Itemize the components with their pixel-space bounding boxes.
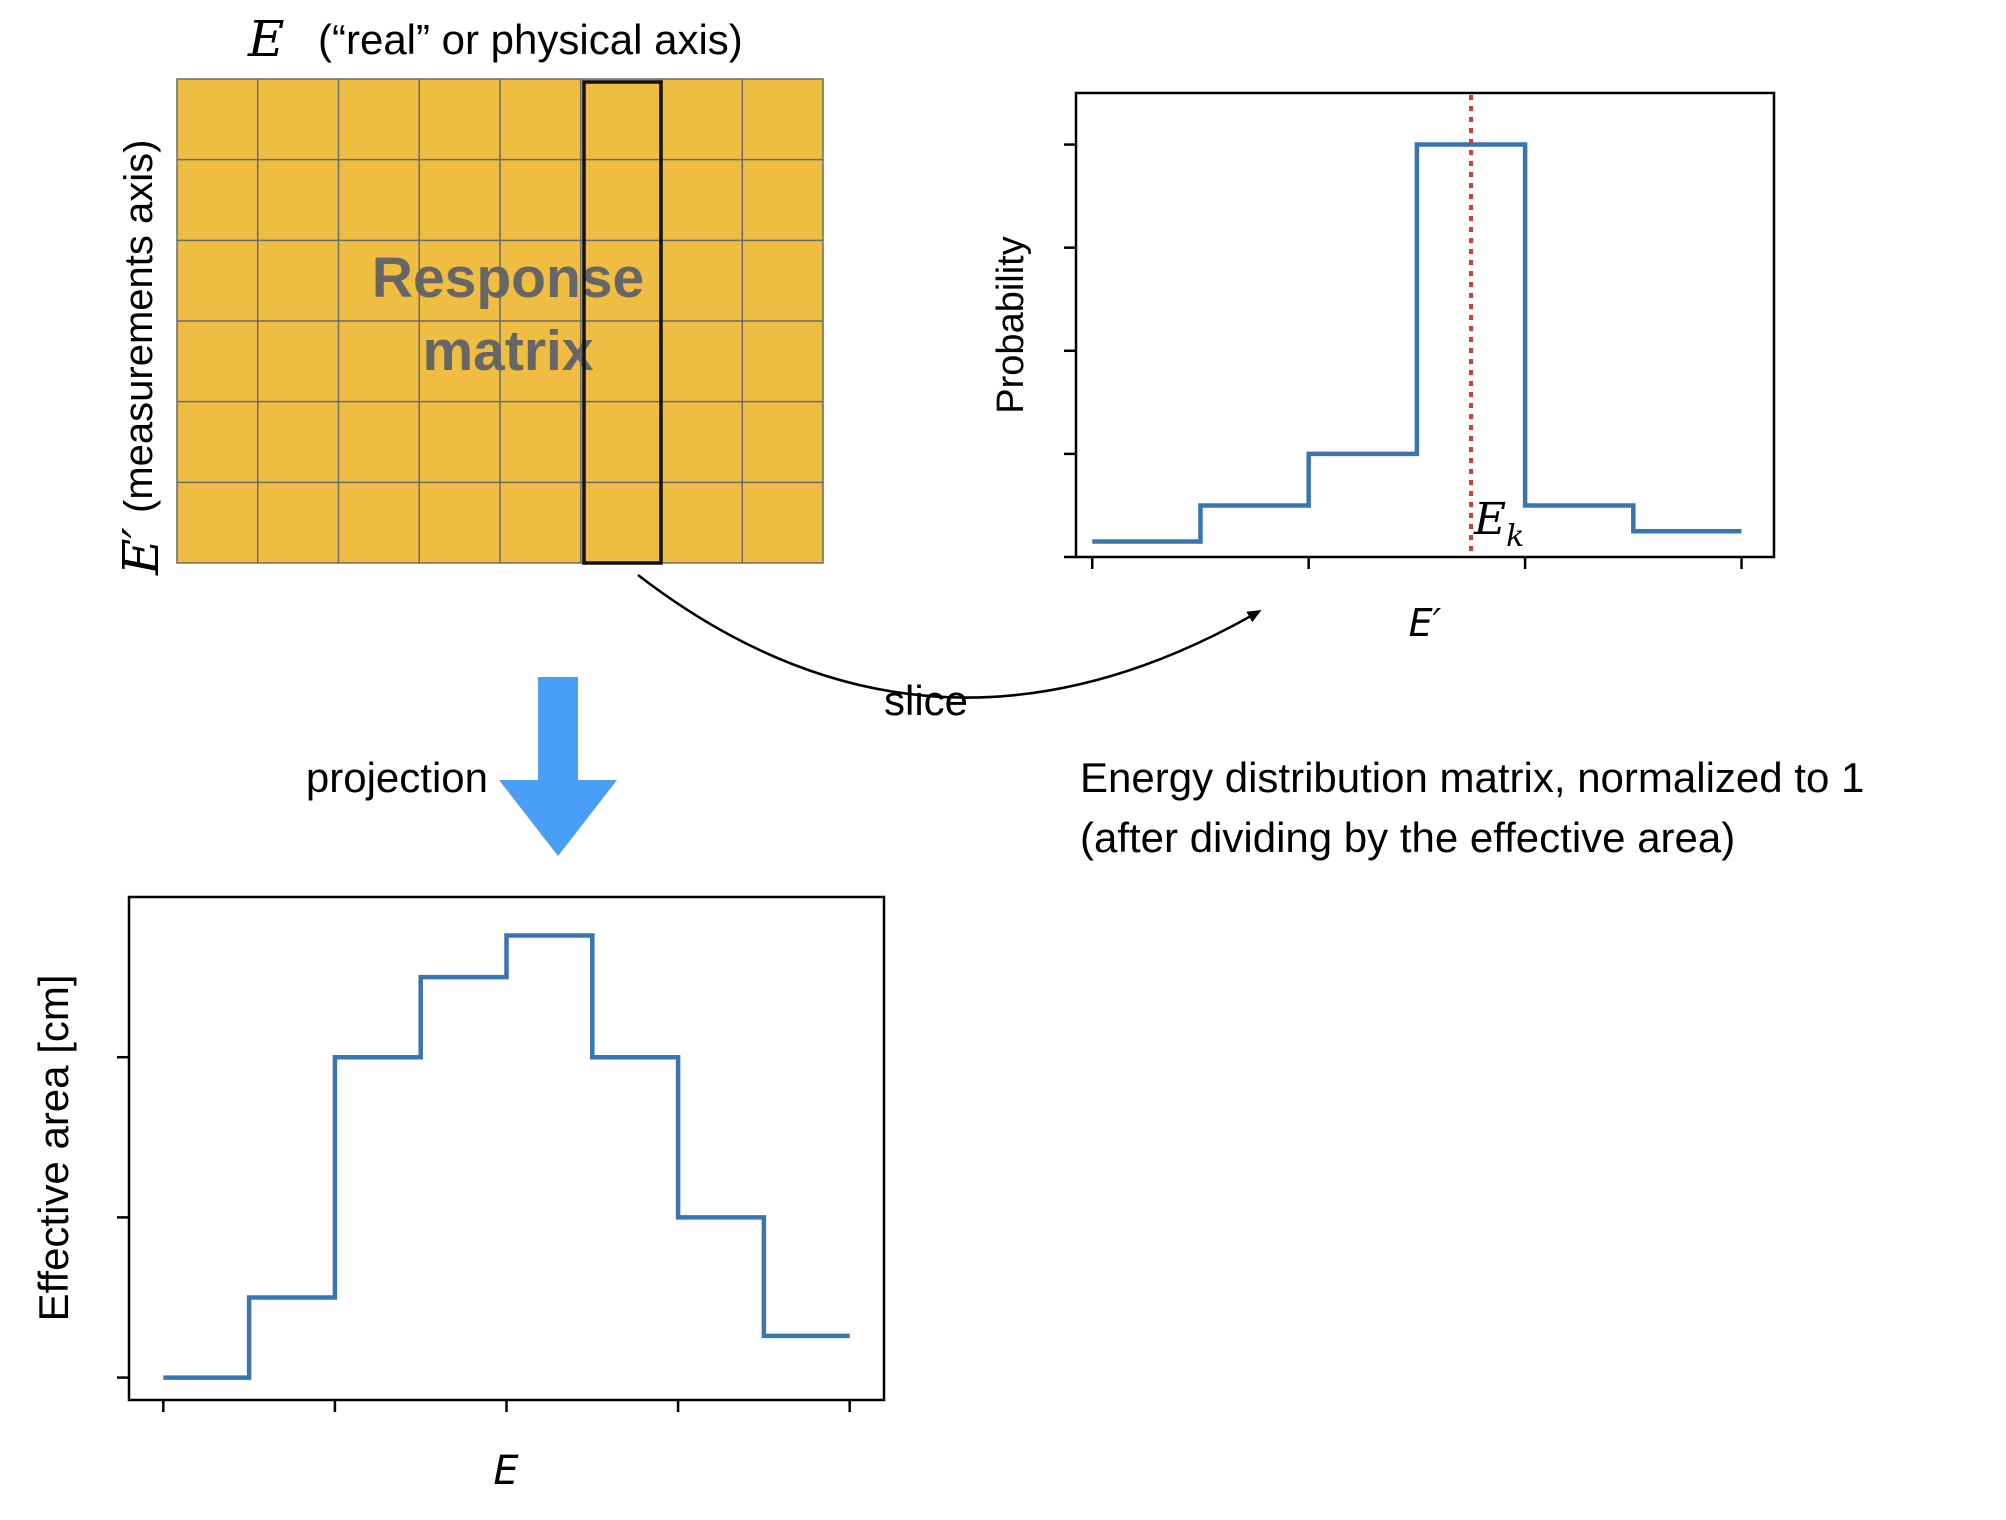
effective-area-y-axis-label: Effective area [cm]: [30, 974, 77, 1321]
effective-area-x-ticks: [162, 1400, 851, 1412]
effective-area-x-axis-label: E: [493, 1448, 519, 1494]
effective-area-step-line: [163, 933, 850, 1380]
matrix-highlighted-column: [582, 80, 663, 565]
caption: Energy distribution matrix, normalized t…: [1080, 754, 1864, 861]
matrix-top-axis-symbol: E: [247, 10, 285, 68]
slice-arrow-curve: [637, 574, 1262, 699]
probability-x-axis-label: E′: [1409, 601, 1442, 645]
probability-x-ticks: [1090, 557, 1743, 569]
matrix-axis-title-top: E (“real” or physical axis): [247, 10, 743, 68]
matrix-left-axis-note: (measurements axis): [117, 140, 161, 513]
slice-label: slice: [884, 677, 968, 724]
effective-area-y-ticks: [117, 1055, 129, 1379]
projection-label: projection: [306, 754, 488, 801]
probability-plot-frame: [1074, 91, 1776, 559]
probability-y-axis-label: Probability: [990, 236, 1032, 413]
matrix-top-axis-note: (“real” or physical axis): [318, 16, 743, 63]
response-matrix: E (“real” or physical axis) E′ (measurem…: [112, 10, 824, 576]
probability-y-ticks: [1064, 143, 1076, 559]
matrix-axis-title-left: E′ (measurements axis): [112, 140, 170, 576]
effective-area-chart: Effective area [cm] E: [30, 895, 886, 1494]
caption-line2: (after dividing by the effective area): [1080, 814, 1735, 861]
matrix-label-line1: Response: [372, 246, 644, 310]
matrix-left-axis-symbol: E′: [112, 527, 170, 576]
ek-marker-label: Ek: [1473, 494, 1524, 554]
caption-line1: Energy distribution matrix, normalized t…: [1080, 754, 1864, 801]
projection-arrow-shape: [499, 677, 617, 856]
probability-chart: Ek Probability E′: [990, 91, 1776, 645]
matrix-label-line2: matrix: [422, 319, 593, 383]
projection-arrow: projection: [306, 677, 617, 856]
slice-arrow: slice: [637, 574, 1262, 724]
probability-step-line: [1092, 142, 1742, 544]
